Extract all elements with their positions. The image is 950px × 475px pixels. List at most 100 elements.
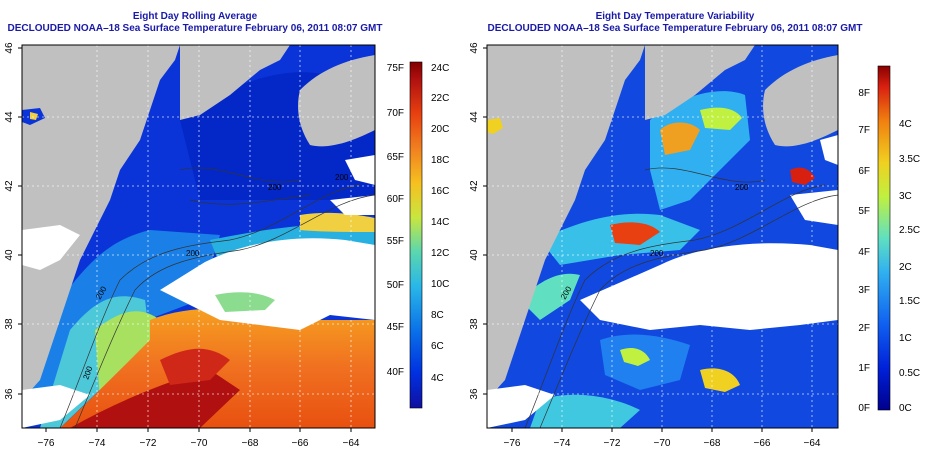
x-tick-label: −64 [343,438,360,449]
y-tick-label: 42 [469,180,480,192]
right-land-maine [645,45,755,120]
right-hot-patch [660,122,700,155]
right-yellow-eddy [700,368,740,392]
right-title-line1: Eight Day Temperature Variability [595,11,755,22]
x-tick-label: −72 [140,438,157,449]
colorbar-label-f: 1F [858,363,870,374]
left-contour-labels: 200 200 200 200 200 [81,173,348,381]
colorbar-label-c: 14C [431,217,449,228]
x-tick-label: −68 [704,438,721,449]
colorbar-label-c: 18C [431,155,449,166]
colorbar-label-c: 1.5C [899,296,920,307]
colorbar-label-f: 75F [387,63,404,74]
right-land-us [487,45,645,400]
left-bathymetry-contours [59,167,375,428]
left-cloud-mask [160,238,375,330]
colorbar-label-c: 2C [899,262,912,273]
y-tick-label: 44 [469,111,480,123]
x-tick-label: −70 [654,438,671,449]
right-coastal-patch [520,273,580,320]
colorbar-label-c: 12C [431,248,449,259]
colorbar-label-f: 4F [858,247,870,258]
left-green-patch [215,292,275,312]
left-contour-label: 200 [186,249,200,258]
right-colorbar [877,65,891,411]
colorbar-label-c: 24C [431,63,449,74]
y-tick-label: 38 [4,318,15,330]
left-cloud-land [22,225,80,270]
right-graticule [487,45,838,428]
colorbar-label-f: 50F [387,280,404,291]
right-tick-marks [483,47,813,432]
left-map [22,45,375,428]
left-graticule [22,45,375,428]
left-contour-label: 200 [335,173,349,182]
colorbar-label-c: 3C [899,191,912,202]
left-map-title: Eight Day Rolling Average DECLOUDED NOAA… [0,11,390,35]
x-tick-label: −66 [754,438,771,449]
left-warm-eddy [160,348,230,385]
left-colorbar [409,61,423,409]
right-cloud-small [790,190,838,225]
colorbar-label-c: 6C [431,341,444,352]
x-tick-label: −74 [89,438,106,449]
colorbar-label-c: 22C [431,93,449,104]
right-cloud-ne [820,135,838,165]
right-lake [487,118,503,134]
y-tick-label: 46 [4,42,15,54]
colorbar-label-f: 3F [858,285,870,296]
colorbar-label-c: 10C [431,279,449,290]
left-gulf-stream-core [70,370,240,428]
y-tick-label: 40 [469,249,480,261]
left-contour-label: 200 [268,183,282,192]
left-colorbar-c-labels: 24C 22C 20C 18C 16C 14C 12C 10C 8C 6C 4C [431,63,449,384]
y-tick-label: 46 [469,42,480,54]
colorbar-label-f: 8F [858,88,870,99]
x-tick-label: −66 [292,438,309,449]
x-tick-label: −76 [504,438,521,449]
colorbar-label-f: 55F [387,236,404,247]
right-contour-label: 200 [735,183,749,192]
left-y-axis: 36 38 40 42 44 46 [4,42,15,400]
x-tick-label: −70 [191,438,208,449]
right-red-eddy [610,222,660,245]
right-sw-patch [530,394,640,428]
colorbar-label-f: 60F [387,194,404,205]
colorbar-label-c: 3.5C [899,154,920,165]
left-cloud-ne [345,155,375,185]
right-bathymetry-contours [524,167,838,428]
left-lake-warm [30,112,38,120]
y-tick-label: 44 [4,111,15,123]
left-contour-label: 200 [81,365,94,381]
y-tick-label: 42 [4,180,15,192]
colorbar-label-c: 4C [431,373,444,384]
right-map [487,45,838,428]
right-title-line2: DECLOUDED NOAA–18 Sea Surface Temperatur… [487,23,863,34]
left-tick-marks [18,47,352,432]
y-tick-label: 36 [4,388,15,400]
right-yellow-patch [620,348,650,366]
left-colorbar-f-labels: 75F 70F 65F 60F 55F 50F 45F 40F [387,63,404,378]
x-tick-label: −74 [554,438,571,449]
left-land-maine [180,45,290,120]
left-x-axis: −76 −74 −72 −70 −68 −66 −64 [38,438,360,449]
right-y-axis: 36 38 40 42 44 46 [469,42,480,400]
left-land-nova-scotia [298,55,375,147]
colorbar-label-c: 16C [431,186,449,197]
x-tick-label: −64 [804,438,821,449]
colorbar-label-c: 0.5C [899,368,920,379]
right-contour-label: 200 [650,249,664,258]
y-tick-label: 36 [469,388,480,400]
colorbar-label-c: 20C [431,124,449,135]
right-land-nova-scotia [763,55,838,147]
left-title-line2: DECLOUDED NOAA–18 Sea Surface Temperatur… [7,23,383,34]
right-ne-red [790,167,815,185]
colorbar-label-f: 7F [858,125,870,136]
colorbar-label-f: 5F [858,206,870,217]
right-colorbar-f-labels: 8F 7F 6F 5F 4F 3F 2F 1F 0F [858,88,870,414]
left-warm-streamer [300,212,375,232]
colorbar-label-c: 4C [899,119,912,130]
x-tick-label: −76 [38,438,55,449]
left-title-line1: Eight Day Rolling Average [132,11,258,22]
right-cloud-mask [580,243,838,330]
